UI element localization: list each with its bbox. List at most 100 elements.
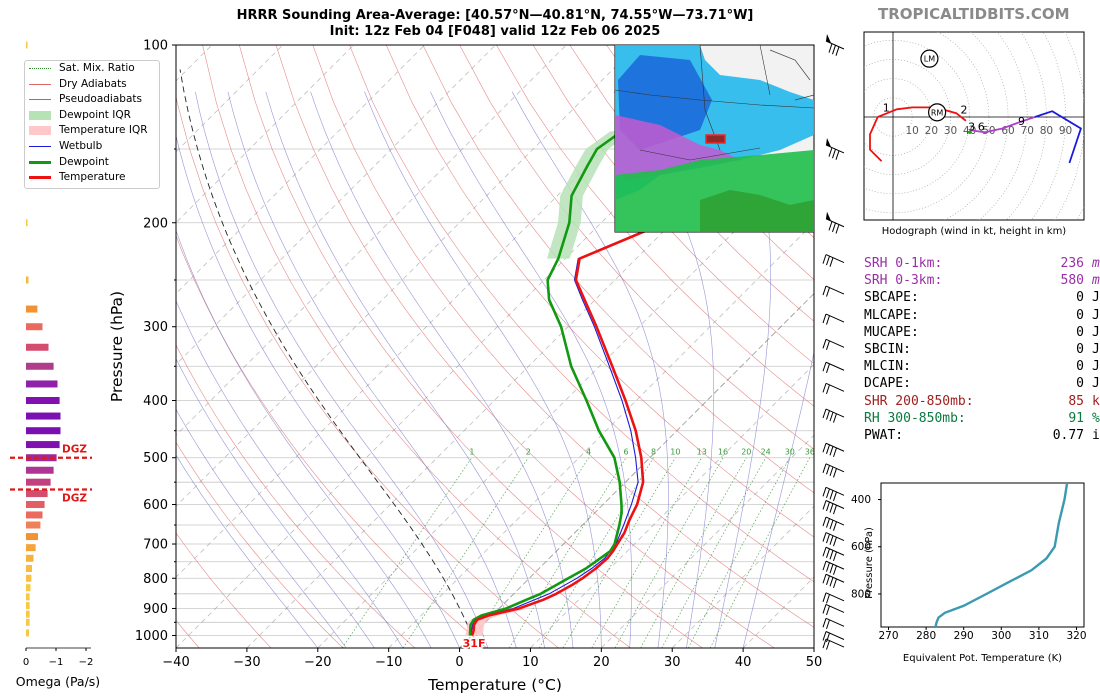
dry-adiabat [176,441,344,648]
barb-flag [829,411,834,422]
wind-barb [822,382,845,395]
omega-bar [26,511,43,519]
barb-staff [825,313,845,323]
x-tick-label: 20 [593,655,610,670]
mixing-ratio-label: 4 [586,448,591,457]
barb-flag [822,618,827,628]
barb-flag [826,518,830,528]
parameter-row: MUCAPE: 0 J/kg [864,324,1100,341]
mixing-ratio-label: 24 [761,448,771,457]
barb-staff [825,338,845,348]
mixing-ratio-line [640,457,747,648]
barb-flag [826,444,830,454]
pseudoadiabat [176,358,375,648]
barb-flag [822,516,827,527]
omega-bar [26,427,61,435]
dry-adiabat [459,45,814,450]
legend-swatch [29,126,51,136]
wind-barb [822,573,845,589]
isotherm [176,45,709,578]
barb-staff [825,361,845,371]
parameter-label: SBCIN: [864,342,911,358]
barb-flag [833,565,837,575]
hodograph: 10203040506070809012369LMRMHodograph (wi… [863,31,1085,237]
legend-label: Dry Adiabats [59,77,127,90]
legend-item: Temperature [25,170,159,186]
dgz-label: DGZ [62,444,87,456]
y-tick-label: 900 [143,602,168,617]
parameter-row: SRH 0-3km: 580 m²s⁻² [864,272,1100,289]
hodograph-ring-label: 80 [1040,125,1053,137]
omega-bar [26,276,29,284]
barb-staff [825,516,845,526]
barb-flag [822,443,827,453]
mixing-ratio-label: 1 [469,448,474,457]
barb-flag [822,285,827,296]
omega-bar [26,41,28,49]
parcel-path [179,69,473,636]
storm-motion-label: RM [931,108,944,117]
parameter-value: 0 [1076,359,1084,375]
barb-staff [825,218,845,228]
hodograph-height-label: 9 [1018,115,1025,128]
omega-bar [26,490,48,498]
omega-bar [26,584,31,592]
omega-bar [26,305,38,313]
pseudoadiabat [742,350,814,648]
parameter-row: RH 300-850mb: 91% [864,410,1100,427]
rain-heavy [700,190,814,232]
dry-adiabat [422,45,814,494]
legend-label: Dewpoint IQR [59,108,131,121]
barb-flag [822,560,827,571]
hodograph-mean-marker [968,130,972,134]
omega-bar [26,343,49,351]
inset-map [614,44,815,233]
parameter-label: RH 300-850mb: [864,410,966,426]
legend-item: Dewpoint [25,155,159,171]
site-brand: TROPICALTIDBITS.COM [878,5,1070,23]
barb-flag [826,575,830,585]
omega-tick-label: 0 [23,657,29,668]
pseudoadiabat [176,229,432,648]
theta-e-x-tick-label: 310 [1029,630,1049,642]
theta-e-x-tick-label: 300 [991,630,1011,642]
parameter-unit: J/kg [1092,376,1100,392]
theta-e-y-tick-label: 400 [851,494,871,506]
omega-bar [26,380,58,388]
mixing-ratio-line [709,457,811,648]
parameter-value: 236 [1060,256,1084,271]
parameter-row: MLCIN: 0 J/kg [864,358,1100,375]
parameter-unit: J/kg [1092,324,1100,340]
barb-flag [822,463,827,473]
barb-flag [822,574,827,584]
barb-flag [829,577,834,587]
parameter-unit: kt [1092,393,1100,409]
wind-barb [822,463,845,478]
pseudoadiabat [714,91,772,648]
sounding-parameters: SRH 0-1km:236m²s⁻²SRH 0-3km:580m²s⁻²SBCA… [864,255,1100,444]
x-tick-label: 50 [806,655,823,670]
legend-item: Dewpoint IQR [25,108,159,124]
mixing-ratio-line [661,457,767,648]
barb-flag [822,638,827,649]
omega-bar [26,533,38,541]
isotherm [176,45,638,507]
barb-flag [826,255,830,266]
parameter-value: 0.77 [1052,428,1084,444]
parameter-unit: J/kg [1092,307,1100,323]
dry-adiabat [275,45,775,648]
omega-bar [26,466,54,474]
dry-adiabat [569,45,814,322]
parameter-row: PWAT: 0.77 in [864,427,1100,444]
mixing-ratio-label: 6 [624,448,629,457]
plot-frame [175,44,815,649]
mixing-ratio-label: 30 [785,448,795,457]
wind-barb [822,313,845,325]
dry-adiabat [532,45,814,365]
parameter-label: DCAPE: [864,376,911,392]
omega-bar [26,544,36,552]
hodograph-ring-label: 30 [944,125,957,137]
wind-barb [822,285,845,297]
x-tick-label: −20 [304,655,331,670]
barb-flag [822,592,827,602]
